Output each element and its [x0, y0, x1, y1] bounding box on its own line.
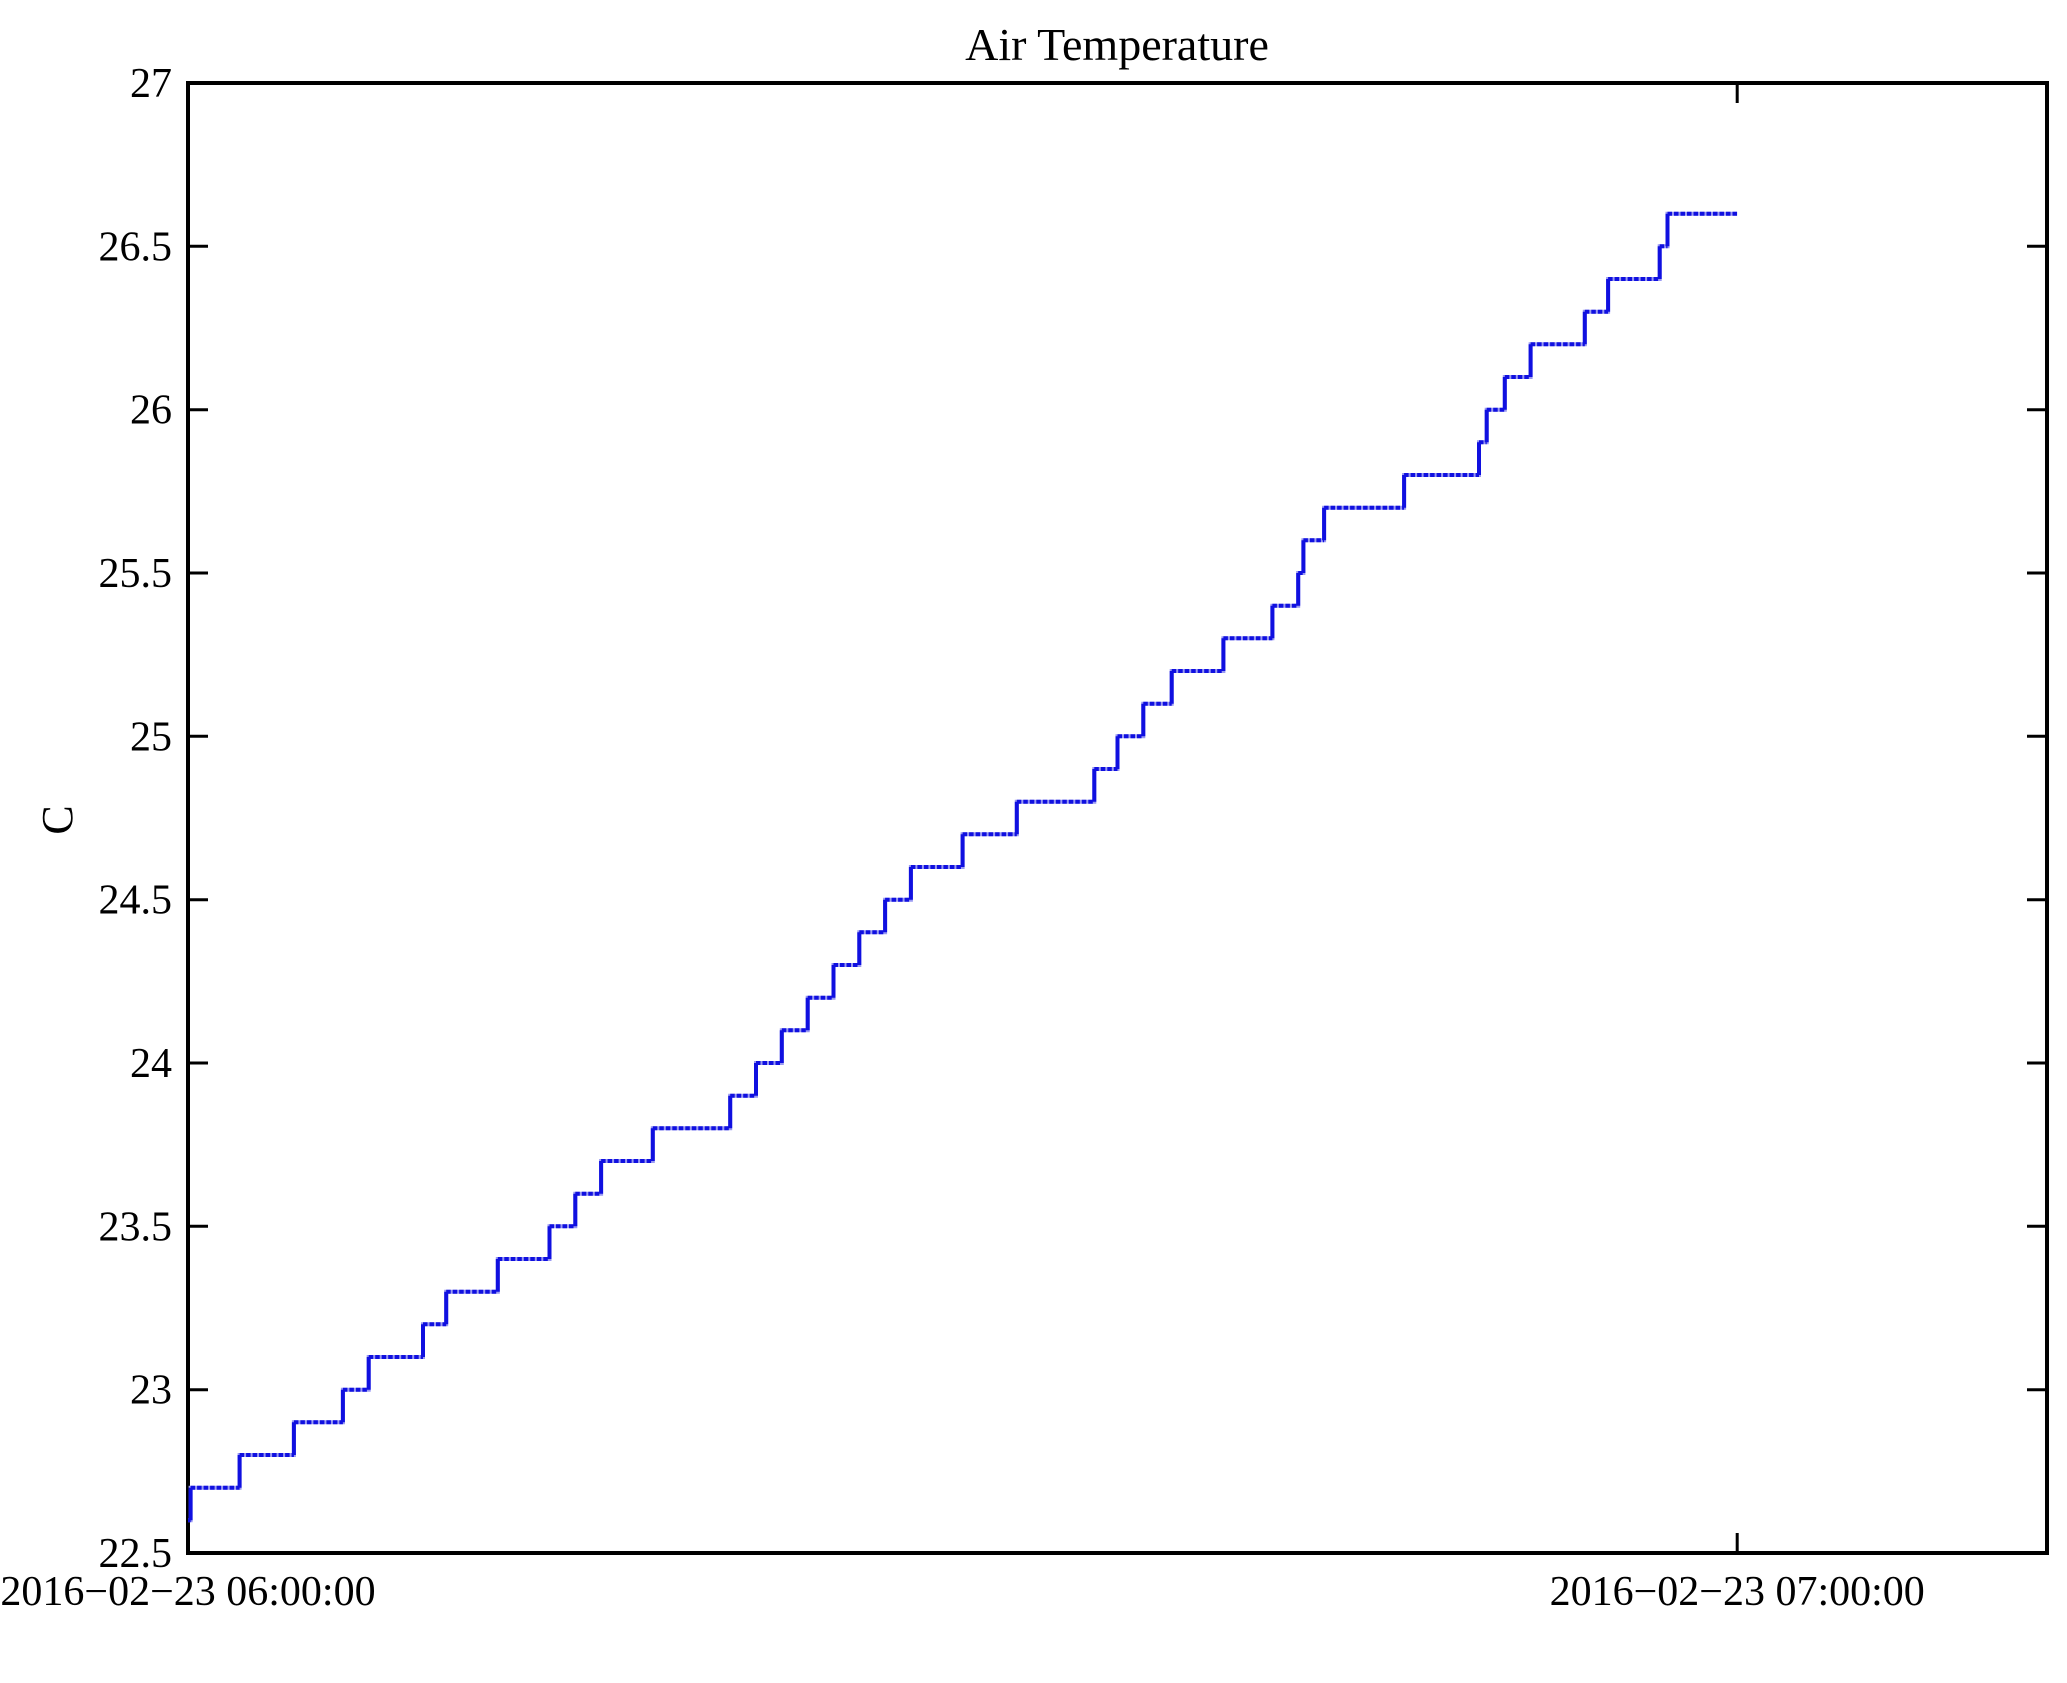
y-tick-label: 22.5 [99, 1531, 173, 1577]
y-tick-label: 23.5 [99, 1204, 173, 1250]
y-tick-label: 24 [130, 1041, 172, 1087]
chart-title: Air Temperature [965, 19, 1269, 70]
y-tick-label: 25.5 [99, 551, 173, 597]
y-tick-label: 26.5 [99, 224, 173, 270]
y-axis-label: C [33, 805, 82, 834]
temperature-series-steps [188, 211, 1738, 1523]
y-tick-label: 24.5 [99, 878, 173, 924]
plot-area: 22.5 23 23.5 24 24.5 25 25.5 26 26.5 27 2016−02−23… [0, 61, 2049, 1615]
y-tick-label: 23 [130, 1368, 172, 1414]
x-tick-label: 2016−02−23 06:00:00 [0, 1569, 375, 1615]
y-tick-label: 25 [130, 714, 172, 760]
y-tick-label: 27 [130, 61, 172, 107]
y-tick-label: 26 [130, 388, 172, 434]
plot-box [186, 81, 2049, 1555]
x-tick-label: 2016−02−23 07:00:00 [1550, 1569, 1925, 1615]
temperature-series-risers [188, 213, 1670, 1521]
